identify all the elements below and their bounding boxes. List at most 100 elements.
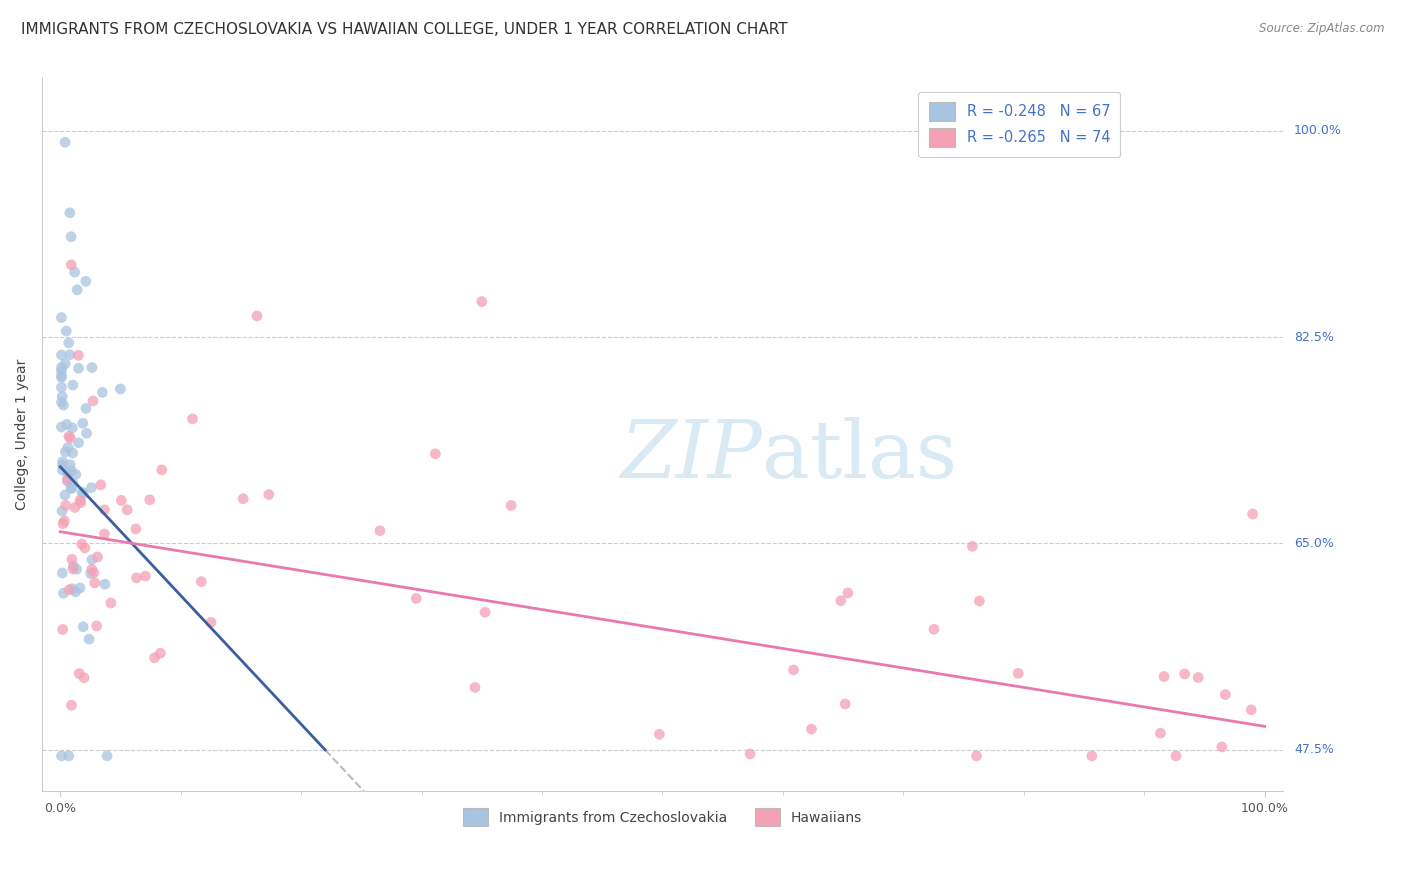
Point [52,463,75,477]
Point [94,577,117,591]
Point [830,593,852,607]
Point [1007,666,1029,681]
Point [1211,739,1233,754]
Point [1241,507,1264,521]
Y-axis label: College, Under 1 year: College, Under 1 year [15,359,30,510]
Point [51,370,73,384]
Point [149,646,172,660]
Point [70,537,93,551]
Point [51,458,73,473]
Point [60,258,83,272]
Point [56,465,79,479]
Point [966,748,988,763]
Text: 82.5%: 82.5% [1294,331,1334,343]
Point [110,382,132,396]
Point [80,360,103,375]
Point [51,310,73,325]
Point [72,486,94,500]
Point [52,623,75,637]
Point [834,697,856,711]
Point [62,446,84,460]
Point [51,420,73,434]
Text: IMMIGRANTS FROM CZECHOSLOVAKIA VS HAWAIIAN COLLEGE, UNDER 1 YEAR CORRELATION CHA: IMMIGRANTS FROM CZECHOSLOVAKIA VS HAWAII… [21,22,787,37]
Point [59,458,82,472]
Point [1215,688,1237,702]
Point [86,549,108,564]
Legend: Immigrants from Czechoslovakia, Hawaiians: Immigrants from Czechoslovakia, Hawaiian… [454,800,870,834]
Text: 65.0%: 65.0% [1294,537,1334,550]
Point [51,504,73,518]
Text: 47.5%: 47.5% [1294,743,1334,756]
Point [125,522,148,536]
Point [75,401,97,416]
Point [648,727,671,741]
Point [55,417,77,432]
Point [257,487,280,501]
Point [62,476,84,491]
Point [51,566,73,580]
Point [62,562,84,576]
Point [93,503,115,517]
Point [246,309,269,323]
Point [52,586,75,600]
Point [59,206,82,220]
Point [51,364,73,378]
Text: ZIP: ZIP [620,417,762,494]
Point [59,348,82,362]
Point [67,348,90,362]
Point [58,582,80,597]
Point [51,380,73,394]
Point [60,421,83,435]
Point [1174,667,1197,681]
Point [72,620,94,634]
Point [1153,669,1175,683]
Point [134,569,156,583]
Point [738,747,761,761]
Point [65,562,87,576]
Point [83,566,105,580]
Point [100,596,122,610]
Point [67,666,90,681]
Text: atlas: atlas [762,417,957,495]
Point [65,584,87,599]
Point [464,681,486,695]
Point [63,500,86,515]
Point [150,463,173,477]
Point [53,357,76,371]
Point [65,467,87,482]
Point [52,455,75,469]
Point [59,481,82,495]
Point [110,493,132,508]
Point [69,581,91,595]
Point [125,571,148,585]
Point [474,605,496,619]
Point [66,283,89,297]
Point [922,622,945,636]
Point [70,485,93,500]
Point [75,274,97,288]
Point [59,431,82,445]
Point [200,615,222,630]
Point [51,360,73,375]
Point [80,552,103,566]
Point [138,492,160,507]
Point [53,514,76,528]
Point [51,369,73,384]
Point [69,495,91,509]
Point [837,586,859,600]
Point [181,412,204,426]
Point [51,395,73,409]
Point [55,499,77,513]
Point [72,417,94,431]
Point [51,348,73,362]
Point [91,385,114,400]
Point [53,488,76,502]
Point [52,398,75,412]
Point [405,591,427,606]
Point [77,632,100,647]
Point [82,394,104,409]
Point [52,516,75,531]
Point [69,493,91,508]
Text: Source: ZipAtlas.com: Source: ZipAtlas.com [1260,22,1385,36]
Point [51,389,73,403]
